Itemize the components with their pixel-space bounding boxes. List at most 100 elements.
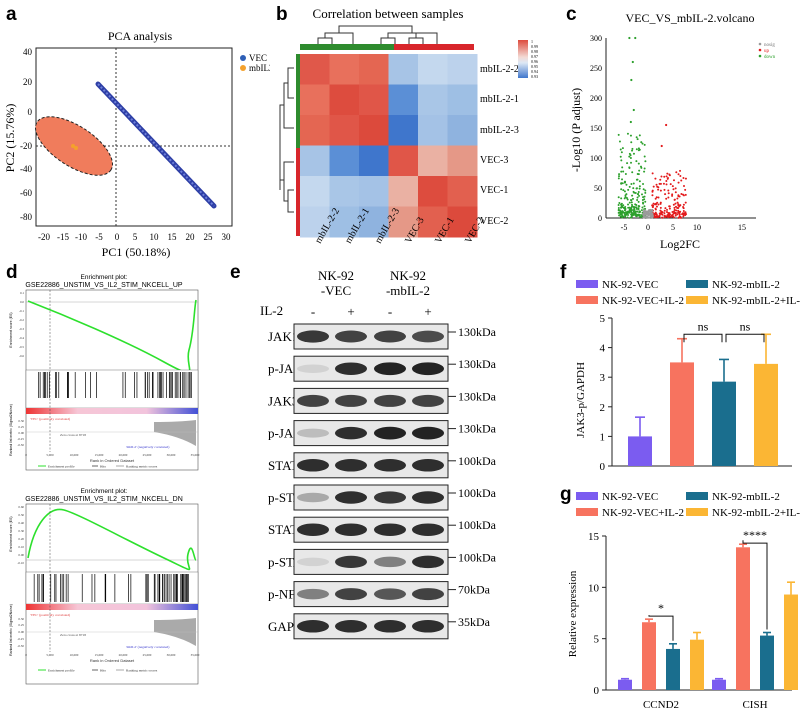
volcano-point-up [685, 213, 688, 216]
f-bar [754, 363, 778, 466]
volcano-point-down [628, 155, 631, 158]
volcano-point-down [639, 215, 642, 218]
volcano-point-up [677, 195, 680, 198]
volcano-point-down [638, 194, 641, 197]
volcano-point-nosig [650, 212, 653, 215]
volcano-point-down [636, 198, 639, 201]
volcano-point-down [632, 187, 635, 190]
volcano-point-down [621, 166, 624, 169]
volcano-point-down [638, 134, 641, 137]
volcano-point-up [665, 180, 668, 183]
volcano-point-up [668, 205, 671, 208]
volcano-point-up [657, 188, 660, 191]
volcano-point-up [682, 212, 685, 215]
blot-band [374, 491, 406, 504]
heatmap-colorbar [518, 40, 528, 78]
blot-band [297, 364, 329, 373]
volcano-point-up [678, 205, 681, 208]
volcano-point-down [634, 192, 637, 195]
volcano-legend-nosig-marker [758, 42, 762, 46]
volcano-point-down [637, 208, 640, 211]
pca-ytick: -60 [20, 188, 32, 198]
heatmap-row-label: mbIL-2-3 [480, 125, 519, 136]
volcano-point-up [676, 213, 679, 216]
blot-band [297, 330, 329, 343]
volcano-point-down [642, 183, 645, 186]
gsea-ytick: -0.2 [19, 318, 24, 322]
legend-label: NK-92-mbIL-2+IL-2 [712, 507, 800, 519]
volcano-point-down [631, 147, 634, 150]
gsea-ylabel-top: Enrichment score (ES) [9, 312, 13, 347]
blot-band [335, 588, 367, 601]
volcano-point-up [663, 188, 666, 191]
blot-band [412, 491, 444, 504]
volcano-point-down [635, 160, 638, 163]
volcano-point-down [618, 173, 621, 176]
volcano-point-outlier [634, 36, 637, 40]
pca-vec-ellipse-outline [97, 83, 215, 207]
gsea-ytick: 0.60 [18, 505, 24, 509]
volcano-point-down [630, 214, 633, 217]
volcano-point-down [619, 155, 622, 158]
pca-xtick: 20 [186, 232, 196, 242]
volcano-ytick: 50 [594, 184, 602, 193]
volcano-point-up [664, 193, 667, 196]
gsea-ytick: 0.0 [20, 300, 24, 304]
volcano-point-up [668, 174, 671, 177]
heatmap-cell [300, 115, 330, 146]
volcano-point-down [643, 170, 646, 173]
gsea-xtick: 0 [25, 653, 27, 657]
heatmap-cell [300, 84, 330, 116]
blot-size-label: 70kDa [458, 583, 491, 597]
volcano-point-nosig [643, 213, 646, 216]
volcano-point-up [659, 178, 662, 181]
volcano-point-up [667, 196, 670, 199]
volcano-point-down [617, 177, 620, 180]
volcano-point-up [677, 181, 680, 184]
expression-bar-chart: NK-92-VEC NK-92-mbIL-2 NK-92-VEC+IL-2 NK… [567, 491, 800, 711]
volcano-point-up [667, 192, 670, 195]
gsea-subtitle: GSE22886_UNSTIM_VS_IL2_STIM_NKCELL_UP [25, 282, 183, 289]
pca-xtick: -20 [38, 232, 50, 242]
volcano-point-down [624, 207, 627, 210]
g-ytick: 15 [588, 531, 600, 543]
volcano-point-nosig [646, 210, 649, 213]
gsea-subtitle: GSE22886_UNSTIM_VS_IL2_STIM_NKCELL_DN [25, 496, 183, 503]
volcano-point-down [636, 138, 639, 141]
pca-xtick: 15 [168, 232, 178, 242]
heatmap-cell [418, 176, 448, 207]
blot-band [335, 362, 367, 375]
heatmap-cell [418, 115, 448, 146]
volcano-point-down [637, 207, 640, 210]
volcano-point-up [671, 194, 674, 197]
blot-band [374, 556, 406, 568]
heatmap-cell [388, 206, 419, 238]
g-bar [618, 679, 632, 690]
heatmap-cell [329, 115, 360, 146]
f-ytick: 5 [600, 313, 606, 325]
f-ylabel: JAK3-p/GAPDH [575, 362, 587, 438]
volcano-point-up [671, 214, 674, 217]
gsea-legend-profile: Enrichment profile [48, 465, 75, 469]
volcano-point-down [633, 207, 636, 210]
volcano-ytick: 300 [590, 34, 602, 43]
volcano-point-down [622, 204, 625, 207]
gsea-ylabel-bottom: Ranked list metric (Signal2Noise) [9, 604, 13, 656]
blot-row: JAK1 130kDa [268, 323, 497, 350]
volcano-point-up [672, 216, 675, 219]
gsea-hits [38, 372, 192, 398]
blot-band [412, 523, 444, 536]
f-bar [712, 381, 736, 466]
volcano-point-down [638, 185, 641, 188]
blot-band [297, 394, 329, 407]
pca-mbil2-point [74, 146, 78, 150]
panel-label-g: g [560, 484, 572, 505]
pca-plot: PCA analysis VEC mbIL2 40 20 0 -20 -40 -… [3, 29, 270, 259]
volcano-legend-down: down [764, 55, 776, 60]
volcano-point-up [657, 203, 660, 206]
legend-swatch [576, 280, 598, 288]
volcano-point-up [669, 183, 672, 186]
volcano-point-down [624, 215, 627, 218]
blot-band [412, 362, 444, 376]
